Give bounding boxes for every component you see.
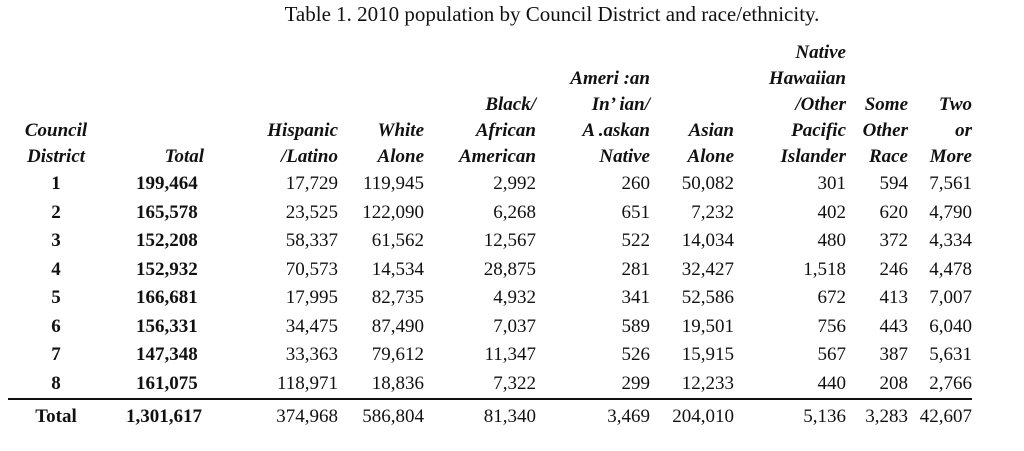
header-other: Some Other Race xyxy=(862,94,908,167)
header-row: Council District Total Hispanic/Latino Wh… xyxy=(8,40,972,170)
table-row: 3 152,208 58,337 61,562 12,567 522 14,03… xyxy=(51,230,972,251)
header-two: Two or More xyxy=(929,94,972,167)
table-row: 6 156,331 34,475 87,490 7,037 589 19,501… xyxy=(51,315,972,337)
header-aian: Ameri :an In’ ian/A .askan Native xyxy=(570,68,650,167)
header-white: White Alone xyxy=(377,120,424,167)
population-table: Council District Total Hispanic/Latino Wh… xyxy=(8,40,972,434)
header-nhpi: Native Hawaiian/Other Pacific Islander xyxy=(768,42,846,167)
table-row: 4 152,932 70,573 14,534 28,875 281 32,42… xyxy=(51,258,972,280)
table-row: 5 166,681 17,995 82,735 4,932 341 52,586… xyxy=(51,287,972,308)
header-hispanic: Hispanic/Latino xyxy=(267,120,338,167)
table-row: 2 165,578 23,525 122,090 6,268 651 7,232… xyxy=(51,201,972,223)
table-row: 8 161,075 118,971 18,836 7,322 299 12,23… xyxy=(8,369,972,400)
header-district: Council District xyxy=(24,120,88,167)
header-asian: Asian Alone xyxy=(687,120,734,167)
table-title: Table 1. 2010 population by Council Dist… xyxy=(284,2,820,26)
table-row: 1 199,464 17,729 119,945 2,992 260 50,08… xyxy=(51,173,972,194)
table-row: 7 147,348 33,363 79,612 11,347 526 15,91… xyxy=(51,344,972,365)
header-total: Total xyxy=(164,146,204,167)
totals-row: Total 1,301,617 374,968 586,804 81,340 3… xyxy=(35,406,972,427)
header-black: Black/African American xyxy=(458,94,536,167)
